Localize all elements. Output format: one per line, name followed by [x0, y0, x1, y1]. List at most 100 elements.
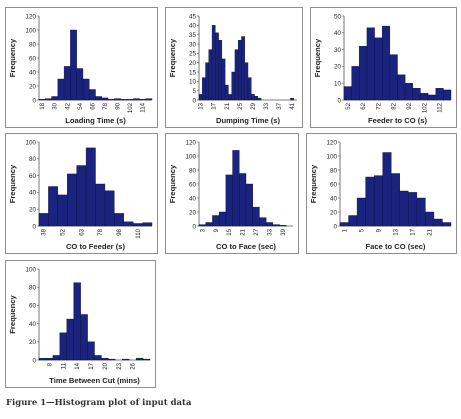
y-axis-title: Frequency: [8, 164, 17, 203]
histogram-bar: [239, 173, 247, 227]
histogram-bar: [215, 32, 219, 101]
histogram-bar: [82, 78, 90, 101]
x-axis-title: Time Between Cut (mins): [49, 376, 140, 385]
y-tick-label: 60: [330, 181, 338, 188]
histogram-bar: [251, 94, 255, 101]
histogram-bar: [51, 96, 59, 101]
x-tick-label: 27: [253, 228, 260, 235]
y-tick-label: 20: [29, 339, 37, 346]
x-tick-label: 114: [140, 102, 147, 112]
y-tick-label: 30: [189, 41, 197, 48]
y-axis-title: Frequency: [168, 164, 177, 203]
x-tick-label: 39: [280, 228, 287, 235]
histogram-bar: [123, 221, 134, 227]
histogram-bar: [257, 97, 262, 101]
histogram-bar: [397, 74, 406, 101]
histogram-bar: [108, 358, 116, 361]
y-tick-label: 0: [333, 223, 337, 230]
x-tick-label: 21: [240, 228, 247, 235]
y-tick-label: 15: [189, 69, 197, 76]
histogram-bar: [225, 174, 233, 227]
y-tick-label: 80: [29, 285, 37, 292]
x-tick-label: 8: [46, 362, 53, 366]
histogram-panel-feeder-to-co: 0 10 20 30 40 50 52 62 72 82 92 102 112 Feeder to CO …: [310, 7, 457, 128]
histogram-bar: [389, 54, 398, 101]
histogram-bar: [366, 27, 375, 101]
x-tick-label: 26: [130, 362, 137, 369]
histogram-bar: [218, 40, 223, 101]
histogram-bar: [408, 192, 418, 227]
y-tick-label: 40: [189, 23, 197, 30]
y-tick-label: 20: [334, 64, 342, 71]
y-tick-label: 0: [192, 97, 196, 104]
histogram-bar: [142, 358, 151, 361]
histogram-svg: 0 10 20 30 40 50 52 62 72 82 92 102 112 Feeder to CO …: [313, 13, 452, 125]
x-tick-label: 29: [250, 102, 257, 109]
histogram-bar: [202, 77, 206, 101]
histogram-bar: [245, 183, 253, 227]
histogram-bar: [427, 94, 436, 101]
x-axis-title: Loading Time (s): [65, 116, 126, 125]
y-tick-label: 20: [29, 83, 37, 90]
y-tick-label: 5: [192, 88, 196, 95]
histogram-bar: [348, 215, 358, 227]
x-axis-title: CO to Face (sec): [216, 242, 276, 251]
x-tick-label: 9: [213, 228, 220, 232]
x-tick-label: 90: [114, 102, 121, 109]
x-tick-label: 92: [406, 102, 413, 109]
x-tick-label: 5: [358, 228, 365, 232]
y-tick-label: 20: [189, 60, 197, 67]
histogram-bar: [114, 98, 121, 101]
histogram-bar: [38, 213, 49, 227]
histogram-bar: [57, 194, 68, 227]
histogram-bar: [232, 150, 240, 227]
histogram-panel-co-to-face: 0 20 40 60 80 100 120 3 9 15 21 27 33 39 CO to Face (s…: [165, 133, 299, 254]
histogram-bar: [139, 99, 146, 101]
histogram-bar: [70, 29, 77, 101]
y-tick-label: 60: [189, 181, 197, 188]
histogram-bar: [85, 147, 96, 227]
y-tick-label: 120: [326, 139, 337, 146]
x-tick-label: 102: [127, 102, 134, 113]
histogram-bar: [399, 190, 409, 227]
histogram-bar: [391, 173, 400, 227]
histogram-bar: [343, 86, 352, 101]
x-axis-title: Dumping Time (s): [216, 116, 280, 125]
histogram-bar: [45, 357, 54, 361]
histogram-bar: [404, 82, 413, 101]
histogram-bar: [412, 88, 421, 101]
histogram-bar: [212, 215, 220, 227]
x-tick-label: 52: [60, 228, 67, 235]
y-tick-label: 40: [29, 190, 37, 197]
x-tick-label: 102: [421, 102, 428, 113]
figure-caption: Figure 1—Histogram plot of input data: [6, 398, 192, 408]
y-tick-label: 0: [32, 357, 36, 364]
x-tick-label: 13: [393, 228, 400, 235]
histogram-bar: [228, 94, 232, 101]
histogram-panel-face-to-co: 0 20 40 60 80 100 120 1 5 9 13 17 21 Face to CO (sec)…: [306, 133, 457, 254]
y-axis-title: Frequency: [8, 38, 17, 77]
y-tick-label: 100: [25, 27, 36, 34]
x-tick-label: 18: [39, 102, 46, 109]
histogram-bar: [420, 93, 429, 101]
histogram-bar: [38, 99, 46, 101]
x-axis-title: Feeder to CO (s): [368, 116, 428, 125]
x-tick-label: 17: [211, 102, 218, 109]
x-tick-label: 11: [60, 362, 67, 369]
histogram-svg: 0 5 10 15 20 25 30 35 40 45 13 17 21 25 29 33 37 41 Dumpin…: [168, 13, 297, 125]
y-tick-label: 60: [29, 55, 37, 62]
histogram-bar: [104, 190, 115, 227]
histogram-bar: [252, 206, 260, 227]
y-axis-title: Frequency: [8, 295, 17, 334]
histogram-bar: [132, 223, 143, 227]
histogram-bar: [38, 357, 47, 361]
histogram-bar: [101, 357, 109, 361]
histogram-bar: [425, 211, 435, 227]
x-tick-label: 15: [226, 228, 233, 235]
histogram-bar: [120, 99, 128, 101]
y-tick-label: 120: [25, 13, 36, 20]
histogram-bar: [237, 40, 242, 101]
y-tick-label: 100: [185, 153, 196, 160]
histogram-panel-dumping-time: 0 5 10 15 20 25 30 35 40 45 13 17 21 25 29 33 37 41 Dumpin…: [165, 7, 303, 128]
